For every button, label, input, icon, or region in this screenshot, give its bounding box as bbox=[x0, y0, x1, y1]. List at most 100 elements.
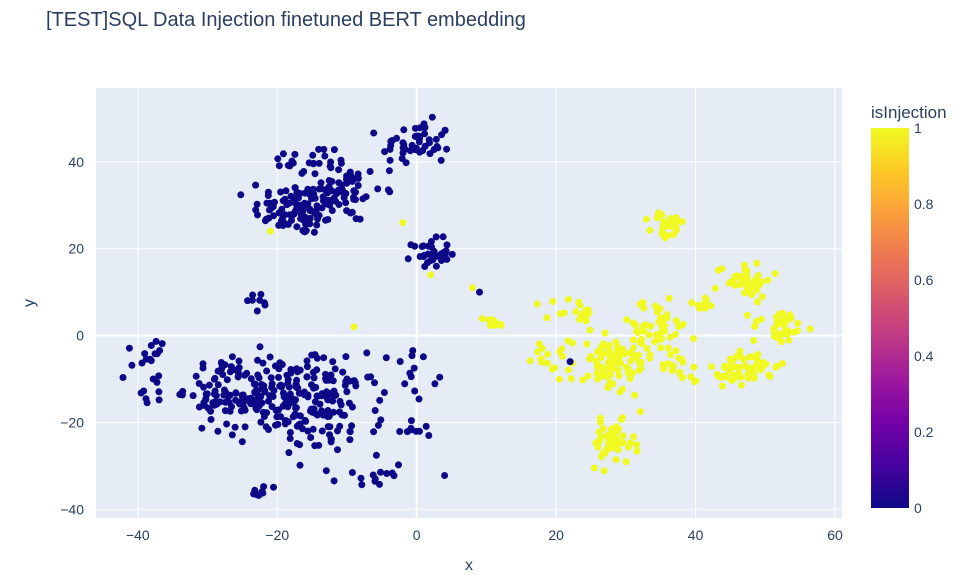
data-point bbox=[599, 340, 607, 348]
data-point bbox=[653, 308, 661, 316]
data-point bbox=[335, 186, 342, 194]
data-point bbox=[711, 284, 719, 292]
data-point bbox=[143, 399, 151, 407]
data-point bbox=[231, 423, 239, 431]
data-point bbox=[647, 322, 655, 330]
data-point bbox=[207, 416, 215, 423]
data-point bbox=[634, 329, 642, 336]
x-axis-ticks: −40 −20 0 20 40 60 bbox=[126, 527, 843, 543]
data-point bbox=[284, 376, 292, 384]
data-point bbox=[757, 315, 765, 323]
data-point bbox=[441, 472, 449, 479]
data-point bbox=[256, 343, 264, 351]
data-point bbox=[619, 432, 627, 440]
data-point bbox=[152, 337, 160, 345]
data-point bbox=[753, 286, 761, 294]
data-point bbox=[155, 372, 163, 380]
data-point bbox=[407, 241, 415, 249]
data-point bbox=[772, 313, 780, 321]
data-point bbox=[343, 388, 351, 396]
data-point bbox=[737, 281, 745, 289]
data-point bbox=[794, 319, 802, 327]
colorbar-ticks: 0 0.2 0.4 0.6 0.8 1 bbox=[914, 120, 934, 516]
data-point bbox=[599, 425, 607, 433]
data-point bbox=[646, 351, 654, 359]
data-point bbox=[590, 464, 598, 472]
data-point bbox=[275, 373, 282, 381]
data-point bbox=[348, 177, 356, 185]
data-point bbox=[308, 351, 316, 359]
data-point bbox=[254, 371, 262, 379]
data-point bbox=[418, 243, 426, 250]
data-point bbox=[246, 397, 254, 404]
data-point bbox=[277, 188, 285, 196]
data-point bbox=[156, 347, 164, 354]
data-point bbox=[586, 326, 594, 334]
data-point bbox=[701, 304, 709, 312]
data-point bbox=[773, 362, 781, 370]
data-point bbox=[287, 366, 295, 373]
data-point bbox=[672, 227, 680, 234]
data-point bbox=[787, 314, 795, 322]
data-point bbox=[595, 362, 603, 370]
x-tick-label: 40 bbox=[688, 527, 704, 543]
data-point bbox=[613, 350, 621, 358]
data-point bbox=[612, 456, 620, 464]
data-point bbox=[315, 441, 323, 449]
data-point bbox=[253, 307, 261, 315]
data-point bbox=[443, 241, 451, 249]
data-point bbox=[322, 376, 330, 384]
data-point bbox=[403, 428, 411, 436]
data-point bbox=[238, 391, 246, 399]
data-point bbox=[566, 358, 574, 366]
data-point bbox=[323, 394, 331, 401]
data-point bbox=[606, 348, 614, 356]
data-point bbox=[428, 113, 436, 121]
data-point bbox=[497, 320, 505, 328]
y-tick-label: −40 bbox=[60, 501, 84, 517]
data-point bbox=[376, 396, 384, 404]
data-point bbox=[564, 366, 572, 374]
data-point bbox=[266, 227, 274, 235]
data-point bbox=[158, 340, 166, 348]
data-point bbox=[754, 272, 762, 279]
data-point bbox=[327, 164, 335, 172]
data-point bbox=[409, 347, 417, 355]
data-point bbox=[714, 266, 722, 274]
data-point bbox=[432, 135, 440, 143]
data-point bbox=[730, 356, 738, 363]
data-point bbox=[288, 216, 295, 224]
data-point bbox=[615, 372, 623, 380]
data-point bbox=[420, 253, 428, 260]
data-point bbox=[657, 314, 665, 322]
data-point bbox=[603, 431, 611, 439]
data-point bbox=[296, 441, 304, 449]
data-point bbox=[667, 351, 675, 359]
data-point bbox=[253, 200, 261, 208]
data-point bbox=[432, 233, 440, 241]
data-point bbox=[538, 358, 546, 366]
data-point bbox=[785, 336, 793, 344]
data-point bbox=[311, 170, 319, 178]
data-point bbox=[411, 387, 419, 395]
data-point bbox=[639, 323, 647, 330]
data-point bbox=[204, 404, 212, 412]
data-point bbox=[633, 447, 641, 455]
data-point bbox=[614, 446, 622, 454]
data-point bbox=[758, 360, 766, 368]
data-point bbox=[622, 458, 630, 466]
data-point bbox=[252, 181, 260, 189]
data-point bbox=[388, 137, 396, 144]
data-point bbox=[737, 373, 745, 381]
data-point bbox=[199, 360, 207, 368]
data-point bbox=[533, 300, 541, 308]
data-point bbox=[421, 142, 429, 150]
data-point bbox=[743, 311, 751, 319]
data-point bbox=[269, 393, 277, 400]
data-point bbox=[200, 399, 208, 407]
data-point bbox=[551, 364, 559, 372]
data-point bbox=[596, 414, 604, 422]
data-point bbox=[247, 375, 255, 383]
data-point bbox=[399, 139, 407, 147]
data-point bbox=[309, 151, 317, 159]
